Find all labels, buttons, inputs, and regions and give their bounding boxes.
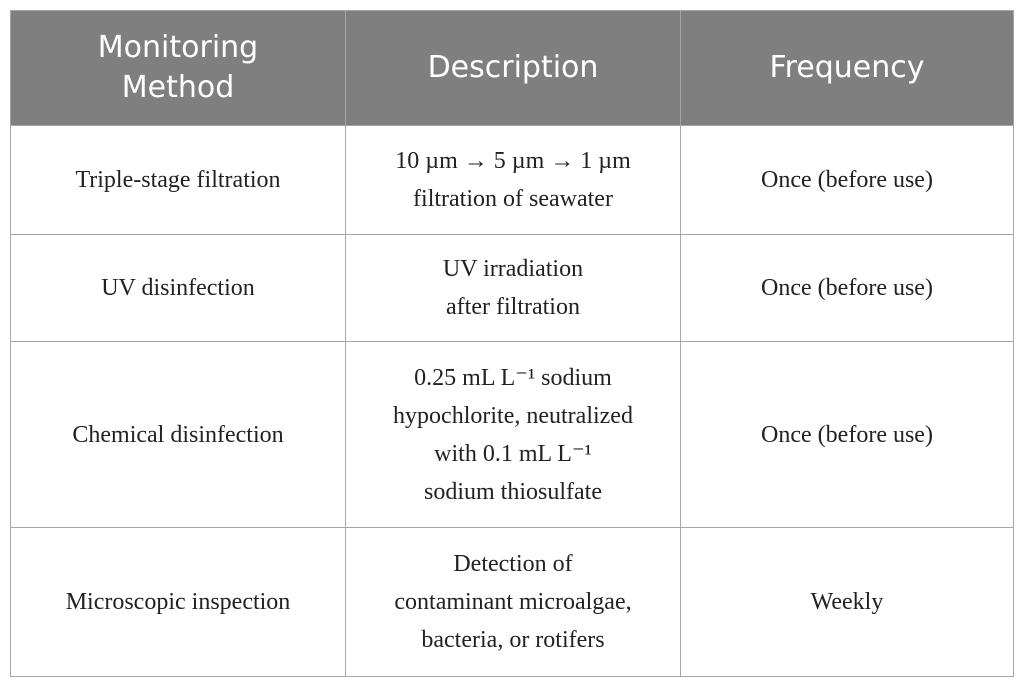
table-cell: Chemical disinfection bbox=[10, 341, 346, 528]
table-row: Microscopic inspection Detection of contam… bbox=[10, 527, 1014, 677]
table-cell: Once (before use) bbox=[680, 341, 1014, 528]
cell-line: Chemical disinfection bbox=[72, 421, 284, 448]
cell-line: 10 µm → 5 µm → 1 µm bbox=[395, 148, 631, 174]
table-header: Monitoring Method Description Frequency bbox=[10, 10, 1014, 126]
table-row: Triple-stage filtration 10 µm → 5 µm → 1 … bbox=[10, 125, 1014, 235]
cell-line: hypochlorite, neutralized bbox=[393, 402, 633, 429]
header-row: Monitoring Method Description Frequency bbox=[10, 10, 1014, 126]
cell-line: UV irradiation bbox=[442, 256, 584, 282]
table-cell: 0.25 mL L⁻¹ sodium hypochlorite, neutrali… bbox=[345, 341, 681, 528]
cell-line: contaminant microalgae, bbox=[394, 589, 632, 615]
cell-line: Description bbox=[427, 50, 599, 85]
cell-line: Microscopic inspection bbox=[65, 589, 291, 615]
cell-line: with 0.1 mL L⁻¹ bbox=[434, 440, 592, 467]
cell-line: sodium thiosulfate bbox=[424, 478, 602, 505]
cell-line: filtration of seawater bbox=[413, 186, 613, 212]
table-cell: UV irradiation after filtration bbox=[345, 234, 681, 342]
cell-line: Method bbox=[121, 70, 235, 105]
cell-line: UV disinfection bbox=[101, 275, 255, 301]
cell-line: Frequency bbox=[769, 50, 925, 85]
cell-line: Once (before use) bbox=[761, 167, 933, 193]
table-body: Triple-stage filtration 10 µm → 5 µm → 1 … bbox=[10, 125, 1014, 677]
cell-line: Monitoring bbox=[97, 30, 259, 65]
cell-line: Weekly bbox=[810, 589, 884, 615]
cell-line: 0.25 mL L⁻¹ sodium bbox=[414, 364, 612, 391]
table-row: Chemical disinfection 0.25 mL L⁻¹ sodium h… bbox=[10, 341, 1014, 528]
table-cell: Once (before use) bbox=[680, 234, 1014, 342]
header-cell: Description bbox=[345, 10, 681, 126]
table-cell: Microscopic inspection bbox=[10, 527, 346, 677]
monitoring-table: Monitoring Method Description Frequency Tri… bbox=[10, 10, 1014, 677]
table-cell: Weekly bbox=[680, 527, 1014, 677]
cell-line: after filtration bbox=[446, 294, 580, 320]
table-cell: Once (before use) bbox=[680, 125, 1014, 235]
cell-line: Detection of bbox=[453, 551, 573, 577]
table-cell: Triple-stage filtration bbox=[10, 125, 346, 235]
table-row: UV disinfection UV irradiation after filtr… bbox=[10, 234, 1014, 342]
cell-line: bacteria, or rotifers bbox=[421, 627, 605, 653]
header-cell: Monitoring Method bbox=[10, 10, 346, 126]
header-cell: Frequency bbox=[680, 10, 1014, 126]
table-cell: 10 µm → 5 µm → 1 µm filtration of seawate… bbox=[345, 125, 681, 235]
cell-line: Triple-stage filtration bbox=[75, 167, 281, 193]
cell-line: Once (before use) bbox=[761, 275, 933, 301]
table-cell: UV disinfection bbox=[10, 234, 346, 342]
table-cell: Detection of contaminant microalgae, bacte… bbox=[345, 527, 681, 677]
cell-line: Once (before use) bbox=[761, 421, 933, 448]
